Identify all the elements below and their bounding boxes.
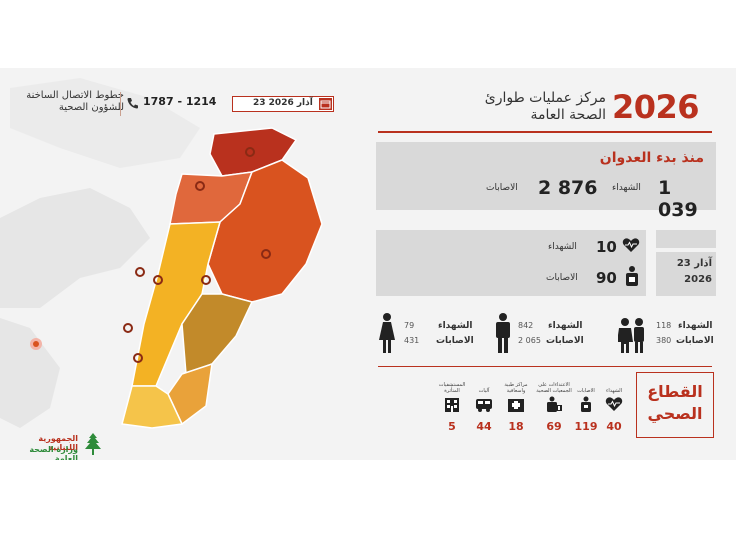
- health-item-value: 44: [476, 420, 492, 433]
- health-item-value: 5: [448, 420, 456, 433]
- health-item-hospitals: المستشفيات المتأثرة 5: [434, 380, 470, 433]
- health-item-label: المستشفيات المتأثرة: [438, 382, 466, 394]
- section-divider: [378, 366, 712, 367]
- map-marker[interactable]: [135, 267, 145, 277]
- health-item-vehicles: آليات 44: [466, 380, 502, 433]
- men-killed-value: 842: [518, 321, 534, 330]
- region-mount-lebanon[interactable]: [131, 221, 222, 387]
- hotline-numbers[interactable]: 1787 - 1214: [143, 95, 217, 108]
- logo-line2: وزارة الصحة العامة: [29, 445, 78, 460]
- women-killed-label: الشهداء: [438, 321, 473, 331]
- health-item-attacks: الاعتداءات على الجمعيات الصحية 69: [536, 380, 572, 433]
- health-sector-title: القطاع الصحي: [637, 381, 713, 425]
- region-south[interactable]: [121, 385, 184, 429]
- health-item-label: الشهداء: [605, 388, 623, 394]
- title-divider: [378, 131, 712, 133]
- daily-date-line2: 2026: [684, 274, 712, 285]
- health-item-centers: مراكز طبية واسعافية 18: [498, 380, 534, 433]
- health-item-value: 119: [574, 420, 598, 433]
- health-item-label: الاصابات: [577, 388, 595, 394]
- men-injured-label: الاصابات: [546, 336, 584, 346]
- dashboard-card: خطوط الاتصال الساخنة للشؤون الصحية 1787 …: [0, 68, 736, 460]
- date-badge-text: 23 آذار 2026: [253, 98, 313, 108]
- total-injured-value: 2 876: [538, 177, 598, 199]
- man-icon: [496, 313, 510, 353]
- health-item-killed: الشهداء 40: [596, 380, 632, 433]
- injured-person-icon: [626, 266, 638, 286]
- region-nabatieh[interactable]: [167, 362, 213, 426]
- health-item-value: 40: [606, 420, 622, 433]
- hotline-divider: [120, 92, 121, 116]
- map-marker[interactable]: [261, 249, 271, 259]
- map-marker[interactable]: [133, 353, 143, 363]
- daily-date-line1: 23 آذار: [676, 258, 712, 269]
- map-marker[interactable]: [201, 275, 211, 285]
- region-baalbek-hermel[interactable]: [207, 159, 323, 303]
- health-item-injured: الاصابات 119: [568, 380, 604, 433]
- woman-icon: [379, 313, 395, 353]
- health-sector-line1: القطاع: [647, 382, 703, 401]
- health-item-label: مراكز طبية واسعافية: [504, 382, 528, 394]
- phone-icon: [127, 98, 138, 109]
- health-sector-box: القطاع الصحي: [636, 372, 714, 438]
- health-item-value: 69: [546, 420, 562, 433]
- hospital-icon: [445, 398, 459, 412]
- demographic-women: 79 431 الشهداء الاصابات: [376, 313, 476, 356]
- daily-injured-value: 90: [596, 269, 617, 287]
- children-injured-label: الاصابات: [676, 336, 714, 346]
- men-injured-value: 2 065: [518, 336, 541, 345]
- demographic-men: 842 2 065 الشهداء الاصابات: [492, 313, 592, 356]
- world-map-background: [0, 78, 200, 428]
- year-title: 2026: [612, 88, 700, 126]
- logo-line1: الجمهورية اللبنانية: [38, 434, 78, 452]
- daily-killed-value: 10: [596, 238, 617, 256]
- map-marker[interactable]: [123, 323, 133, 333]
- demographic-children: 118 380 الشهداء الاصابات: [616, 316, 716, 356]
- women-killed-value: 79: [404, 321, 415, 330]
- map-marker[interactable]: [195, 181, 205, 191]
- children-injured-value: 380: [656, 336, 672, 345]
- heart-icon: [622, 238, 640, 252]
- children-killed-label: الشهداء: [678, 321, 713, 331]
- daily-killed-label: الشهداء: [548, 242, 577, 252]
- calendar-icon: [319, 98, 332, 110]
- cedar-icon: [85, 433, 101, 455]
- health-item-value: 18: [508, 420, 524, 433]
- total-injured-label: الاصابات: [486, 183, 518, 193]
- daily-date-top: [656, 230, 716, 248]
- health-item-label: الاعتداءات على الجمعيات الصحية: [536, 382, 572, 394]
- ministry-logo: الجمهورية اللبنانية وزارة الصحة العامة: [6, 430, 106, 460]
- women-injured-label: الاصابات: [436, 336, 474, 346]
- hotline-bar: خطوط الاتصال الساخنة للشؤون الصحية 1787 …: [0, 90, 330, 120]
- map-marker[interactable]: [245, 147, 255, 157]
- health-item-label: آليات: [478, 388, 490, 394]
- children-killed-value: 118: [656, 321, 672, 330]
- men-killed-label: الشهداء: [548, 321, 583, 331]
- ambulance-icon: [476, 399, 492, 412]
- daily-panel: الشهداء 10 الاصابات 90: [376, 230, 646, 296]
- since-aggression-panel: منذ بدء العدوان 1 039 الشهداء 2 876 الاص…: [376, 142, 716, 221]
- center-title: مركز عمليات طوارئ الصحة العامة: [484, 90, 606, 123]
- total-killed-label: الشهداء: [612, 183, 641, 193]
- clinic-icon: [508, 399, 524, 412]
- date-badge: 23 آذار 2026: [232, 96, 334, 112]
- lebanon-map: [121, 127, 323, 429]
- hotline-label: خطوط الاتصال الساخنة للشؤون الصحية: [26, 90, 124, 113]
- women-injured-value: 431: [404, 336, 420, 345]
- daily-date-box: 23 آذار 2026: [656, 252, 716, 296]
- daily-injured-label: الاصابات: [546, 273, 578, 283]
- map-marker[interactable]: [153, 275, 163, 285]
- since-aggression-title: منذ بدء العدوان: [599, 150, 704, 166]
- region-bekaa[interactable]: [181, 293, 254, 376]
- injured-icon: [581, 396, 591, 412]
- total-killed-value: 1 039: [658, 177, 698, 221]
- children-icon: [618, 318, 644, 353]
- health-sector-line2: الصحي: [647, 404, 703, 423]
- medic-icon: [547, 396, 562, 412]
- heart-icon: [605, 397, 623, 411]
